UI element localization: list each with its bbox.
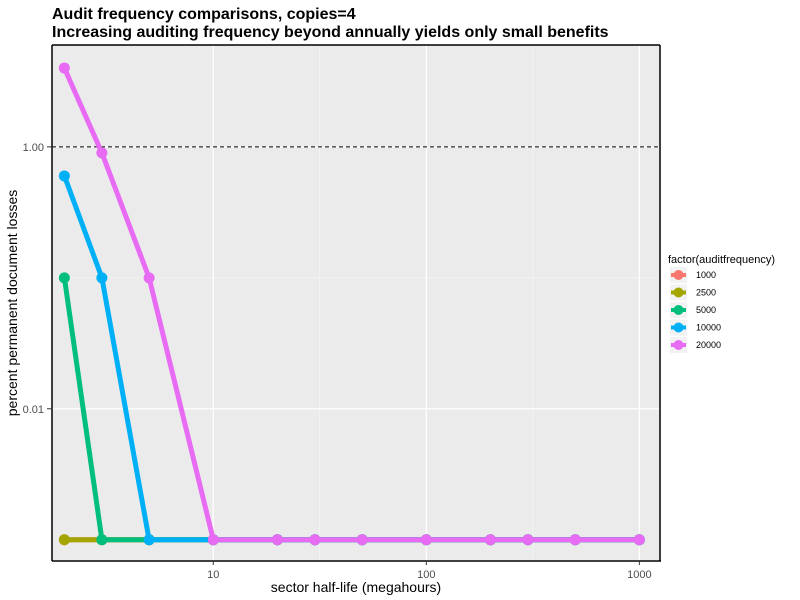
point-20000-0 bbox=[58, 62, 70, 74]
legend-item-1000: 1000 bbox=[670, 267, 716, 283]
point-5000-1 bbox=[96, 534, 108, 546]
legend-key-point bbox=[673, 340, 684, 350]
point-20000-10 bbox=[569, 534, 581, 546]
legend-item-10000: 10000 bbox=[670, 319, 721, 336]
point-20000-4 bbox=[271, 534, 283, 546]
point-5000-0 bbox=[58, 272, 70, 284]
x-tick-label-1: 100 bbox=[417, 569, 435, 581]
series-layer bbox=[58, 62, 645, 546]
y-tick-label-1: 1.00 bbox=[23, 142, 44, 154]
plot-panel bbox=[52, 45, 660, 560]
point-20000-7 bbox=[420, 534, 432, 546]
legend: factor(auditfrequency) 1000 2500 5000 10000… bbox=[668, 254, 775, 353]
x-tick-label-0: 10 bbox=[207, 569, 219, 581]
chart-title: Audit frequency comparisons, copies=4 bbox=[52, 6, 356, 23]
legend-key-point bbox=[673, 270, 684, 280]
legend-label-2500: 2500 bbox=[696, 288, 716, 298]
point-10000-0 bbox=[58, 170, 70, 182]
legend-key-point bbox=[673, 287, 684, 298]
point-20000-9 bbox=[522, 534, 534, 546]
point-20000-2 bbox=[143, 272, 155, 284]
legend-label-1000: 1000 bbox=[696, 270, 716, 280]
legend-label-20000: 20000 bbox=[696, 340, 721, 350]
point-10000-2 bbox=[143, 534, 155, 546]
series-line-20000 bbox=[61, 65, 642, 543]
x-axis-title: sector half-life (megahours) bbox=[271, 579, 441, 595]
x-axis-ticks: 10 100 1000 bbox=[207, 561, 652, 581]
point-20000-8 bbox=[484, 534, 496, 546]
legend-item-2500: 2500 bbox=[670, 284, 716, 301]
point-20000-1 bbox=[96, 147, 108, 159]
y-axis-title: percent permanent document losses bbox=[4, 190, 20, 416]
x-tick-label-2: 1000 bbox=[627, 569, 651, 581]
series-20000 bbox=[58, 62, 645, 546]
chart-subtitle: Increasing auditing frequency beyond ann… bbox=[52, 24, 609, 41]
legend-label-5000: 5000 bbox=[696, 305, 716, 315]
legend-title: factor(auditfrequency) bbox=[668, 254, 775, 266]
point-20000-6 bbox=[356, 534, 368, 546]
point-20000-11 bbox=[633, 534, 645, 546]
y-tick-label-0: 0.01 bbox=[23, 404, 44, 416]
point-10000-1 bbox=[96, 272, 108, 284]
legend-key-point bbox=[673, 305, 684, 315]
point-20000-5 bbox=[309, 534, 321, 546]
point-20000-3 bbox=[207, 534, 219, 546]
legend-item-5000: 5000 bbox=[670, 302, 716, 318]
legend-item-20000: 20000 bbox=[670, 337, 721, 353]
legend-key-point bbox=[673, 322, 684, 333]
legend-label-10000: 10000 bbox=[696, 323, 721, 333]
y-axis-ticks: 0.01 1.00 bbox=[23, 142, 52, 416]
point-2500-0 bbox=[58, 534, 70, 546]
